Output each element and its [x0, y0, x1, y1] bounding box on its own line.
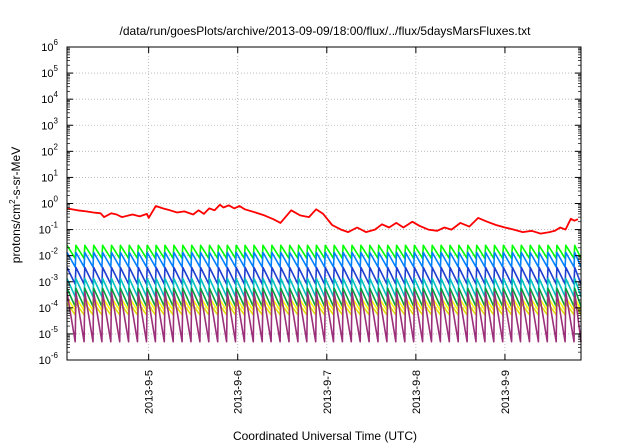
y-tick-label-base: 10 — [39, 355, 51, 367]
grid — [67, 47, 581, 360]
y-axis: 10-610-510-410-310-210-11001011021031041… — [39, 38, 581, 367]
x-tick-label: 2013-9-6 — [233, 370, 245, 414]
y-tick-label-exponent: -3 — [51, 273, 59, 282]
y-tick-label-base: 10 — [41, 172, 53, 184]
y-tick-label-exponent: 5 — [54, 64, 59, 73]
y-tick-label: 103 — [41, 116, 58, 132]
y-tick-label: 10-4 — [39, 299, 59, 315]
series-layer — [66, 203, 582, 343]
y-axis-label-base: protons/cm — [9, 204, 23, 263]
x-axis-label: Coordinated Universal Time (UTC) — [233, 429, 417, 443]
y-tick-label: 106 — [41, 38, 58, 54]
y-tick-label-exponent: -4 — [51, 299, 59, 308]
y-tick-label-exponent: 4 — [54, 90, 59, 99]
x-tick-label: 2013-9-8 — [411, 370, 423, 414]
x-axis: 2013-9-5 2013-9-6 2013-9-7 2013-9-8 2013-9-9 — [144, 47, 512, 414]
y-tick-label-base: 10 — [41, 94, 53, 106]
y-tick-label-exponent: 3 — [54, 116, 59, 125]
y-axis-label-superscript: 2 — [8, 199, 17, 204]
y-axis-label: protons/cm2-s-sr-MeV — [8, 147, 23, 263]
y-tick-label: 10-2 — [39, 247, 59, 263]
y-tick-label-exponent: 2 — [54, 142, 59, 151]
y-tick-label-exponent: 0 — [54, 195, 59, 204]
y-tick-label: 10-6 — [39, 351, 59, 367]
y-tick-label-exponent: -1 — [51, 221, 59, 230]
y-tick-label-base: 10 — [41, 68, 53, 80]
y-tick-label: 104 — [41, 90, 58, 106]
series-line-9 — [66, 291, 582, 343]
y-tick-label: 10-1 — [39, 221, 59, 237]
chart-title: /data/run/goesPlots/archive/2013-09-09/1… — [120, 24, 532, 38]
y-tick-label-base: 10 — [41, 199, 53, 211]
y-tick-label-base: 10 — [39, 277, 51, 289]
y-tick-label-base: 10 — [39, 225, 51, 237]
y-tick-label-exponent: -5 — [51, 325, 59, 334]
y-tick-label: 10-5 — [39, 325, 59, 341]
x-tick-label: 2013-9-7 — [322, 370, 334, 414]
y-axis-label-rest: -s-sr-MeV — [9, 147, 23, 200]
y-tick-label-exponent: 6 — [54, 38, 59, 47]
series-line-3 — [66, 251, 582, 268]
y-tick-label-exponent: -2 — [51, 247, 59, 256]
y-tick-label: 100 — [41, 195, 58, 211]
series-line-1 — [66, 203, 579, 235]
x-tick-label: 2013-9-5 — [144, 370, 156, 414]
y-tick-label: 105 — [41, 64, 58, 80]
y-tick-label-base: 10 — [39, 329, 51, 341]
y-tick-label: 102 — [41, 142, 58, 158]
y-tick-label-base: 10 — [41, 120, 53, 132]
y-tick-label-exponent: -6 — [51, 351, 59, 360]
y-tick-label-base: 10 — [39, 303, 51, 315]
y-tick-label-exponent: 1 — [54, 168, 59, 177]
y-tick-label-base: 10 — [39, 251, 51, 263]
x-tick-label: 2013-9-9 — [500, 370, 512, 414]
y-tick-label-base: 10 — [41, 42, 53, 54]
y-tick-label: 101 — [41, 168, 58, 184]
y-tick-label: 10-3 — [39, 273, 59, 289]
y-tick-label-base: 10 — [41, 146, 53, 158]
